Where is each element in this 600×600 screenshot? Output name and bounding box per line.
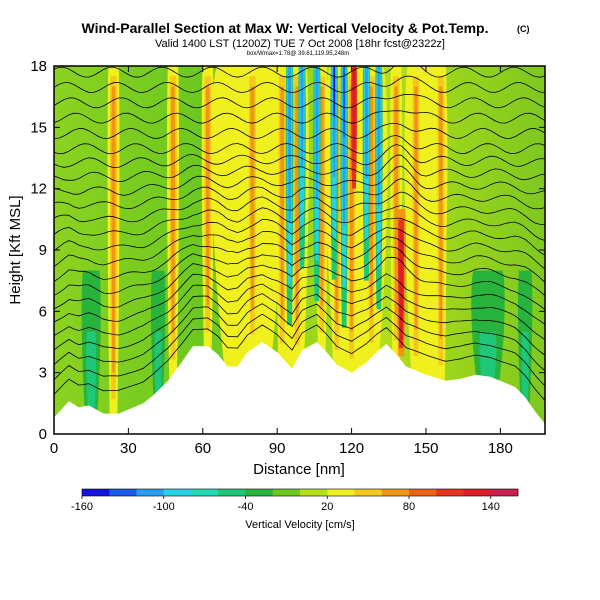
x-tick-label: 60 bbox=[194, 440, 211, 457]
updraft-core bbox=[438, 86, 443, 339]
title-mark: (C) bbox=[517, 24, 530, 34]
colorbar bbox=[81, 488, 519, 497]
y-tick-label: 15 bbox=[30, 119, 47, 136]
downdraft-core bbox=[377, 66, 381, 208]
colorbar-swatch bbox=[191, 489, 219, 496]
theta-contours bbox=[54, 66, 545, 401]
low-level-region bbox=[471, 270, 505, 387]
colorbar-swatch bbox=[327, 489, 355, 496]
y-axis: 0 3 6 9 12 15 18 bbox=[30, 58, 545, 443]
colorbar-swatch bbox=[163, 489, 192, 496]
theta-contour-line bbox=[54, 227, 545, 270]
colorbar-tick-label: -100 bbox=[153, 501, 175, 513]
x-tick-label: 120 bbox=[339, 440, 364, 457]
colorbar-swatch bbox=[272, 489, 301, 496]
theta-contour-line bbox=[54, 273, 545, 325]
colorbar-swatch bbox=[463, 489, 492, 496]
colorbar-tick-label: 140 bbox=[482, 501, 500, 513]
theta-contour-line bbox=[54, 324, 545, 401]
colorbar-swatch bbox=[409, 489, 437, 496]
colorbar-swatch bbox=[245, 489, 274, 496]
plot-area bbox=[54, 66, 545, 434]
x-tick-label: 180 bbox=[488, 440, 513, 457]
colorbar-swatch bbox=[436, 489, 464, 496]
downdraft-core bbox=[300, 66, 304, 167]
updraft-core bbox=[111, 86, 116, 373]
colorbar-frame bbox=[81, 488, 519, 497]
updraft-core bbox=[369, 86, 374, 317]
theta-contour-line bbox=[54, 283, 545, 341]
colorbar-ticks: -160 -100 -40 20 80 140 bbox=[71, 496, 500, 513]
theta-contour-line bbox=[54, 246, 545, 297]
colorbar-swatch bbox=[354, 489, 383, 496]
theta-contour-line bbox=[54, 144, 545, 169]
theta-contour-line bbox=[54, 154, 545, 183]
theta-contour-line bbox=[54, 313, 545, 387]
colorbar-swatch bbox=[490, 489, 519, 496]
theta-contour-line bbox=[54, 75, 545, 94]
y-tick-label: 9 bbox=[39, 242, 47, 259]
x-axis-label: Distance [nm] bbox=[253, 461, 345, 478]
y-tick-label: 3 bbox=[39, 365, 47, 382]
theta-contour-line bbox=[54, 293, 545, 356]
theta-contour-line bbox=[54, 236, 545, 283]
downdraft-core bbox=[315, 66, 319, 199]
updraft-core bbox=[250, 86, 255, 308]
x-tick-label: 150 bbox=[413, 440, 438, 457]
colorbar-tick-label: -160 bbox=[71, 501, 93, 513]
colorbar-swatch bbox=[136, 489, 165, 496]
y-axis-label: Height [Kft MSL] bbox=[7, 195, 24, 304]
theta-contour-line bbox=[54, 256, 545, 311]
theta-contour-line bbox=[54, 217, 545, 256]
terrain bbox=[54, 342, 545, 434]
x-tick-label: 0 bbox=[50, 440, 58, 457]
theta-contour-line bbox=[54, 110, 545, 124]
colorbar-tick-label: 80 bbox=[403, 501, 415, 513]
colorbar-swatch bbox=[82, 489, 110, 496]
theta-contour-line bbox=[54, 205, 545, 241]
y-tick-label: 6 bbox=[39, 303, 47, 320]
theta-contour-line bbox=[54, 303, 545, 372]
y-tick-label: 18 bbox=[30, 58, 47, 75]
colorbar-swatch bbox=[300, 489, 328, 496]
chart-info-line: box/Wmax=1.78@ 39.61,119.95,248m bbox=[247, 51, 350, 57]
theta-contour-line bbox=[54, 191, 545, 225]
downdraft-core bbox=[343, 66, 346, 138]
colorbar-swatch bbox=[381, 489, 410, 496]
low-level-region bbox=[86, 331, 97, 417]
theta-contour-line bbox=[54, 93, 545, 109]
updraft-core bbox=[205, 86, 210, 306]
theta-contour-line bbox=[54, 66, 545, 78]
low-level-region bbox=[521, 331, 529, 408]
colorbar-label: Vertical Velocity [cm/s] bbox=[245, 519, 354, 531]
y-tick-label: 0 bbox=[39, 426, 47, 443]
theta-contour-line bbox=[54, 134, 545, 155]
strong-updraft bbox=[352, 66, 356, 148]
x-axis: 0 30 60 90 120 150 180 bbox=[50, 66, 513, 457]
downdraft-core bbox=[333, 66, 336, 118]
colorbar-swatch bbox=[218, 489, 246, 496]
low-level-region bbox=[479, 331, 497, 387]
colorbar-swatch bbox=[109, 489, 137, 496]
theta-contour-line bbox=[54, 178, 545, 210]
strong-updraft bbox=[399, 229, 404, 340]
y-tick-label: 12 bbox=[30, 181, 47, 198]
updraft-core bbox=[414, 86, 418, 330]
chart-subtitle: Valid 1400 LST (1200Z) TUE 7 Oct 2008 [1… bbox=[155, 38, 445, 50]
downdraft-core bbox=[365, 66, 368, 179]
colorbar-tick-label: 20 bbox=[321, 501, 333, 513]
updraft-core bbox=[295, 86, 299, 319]
colorbar-tick-label: -40 bbox=[238, 501, 254, 513]
low-level-region bbox=[154, 331, 162, 401]
x-tick-label: 30 bbox=[120, 440, 137, 457]
updraft-core bbox=[319, 86, 324, 307]
theta-contour-line bbox=[54, 165, 545, 196]
x-tick-label: 90 bbox=[269, 440, 286, 457]
chart-title: Wind-Parallel Section at Max W: Vertical… bbox=[81, 20, 488, 36]
theta-contour-line bbox=[54, 123, 545, 140]
